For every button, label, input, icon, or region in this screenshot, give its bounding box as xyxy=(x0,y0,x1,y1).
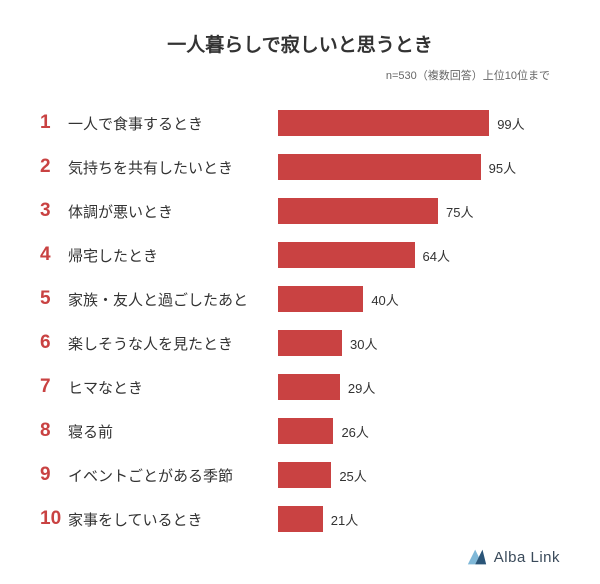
bar-area: 64人 xyxy=(278,242,560,268)
rank-number: 9 xyxy=(40,464,68,486)
bar xyxy=(278,242,415,268)
chart-row: 5家族・友人と過ごしたあと 40人 xyxy=(40,277,560,321)
row-label: 楽しそうな人を見たとき xyxy=(68,333,278,354)
bar xyxy=(278,506,323,532)
chart-row: 6楽しそうな人を見たとき 30人 xyxy=(40,321,560,365)
chart-row: 1一人で食事するとき 99人 xyxy=(40,101,560,145)
chart-row: 7ヒマなとき 29人 xyxy=(40,365,560,409)
bar-value: 99人 xyxy=(497,114,524,133)
bar-area: 95人 xyxy=(278,154,560,180)
bar-value: 40人 xyxy=(371,290,398,309)
bar xyxy=(278,198,438,224)
chart-row: 4帰宅したとき 64人 xyxy=(40,233,560,277)
bar-area: 30人 xyxy=(278,330,560,356)
rank-number: 6 xyxy=(40,332,68,354)
row-label: 気持ちを共有したいとき xyxy=(68,157,278,178)
rank-number: 7 xyxy=(40,376,68,398)
bar-area: 99人 xyxy=(278,110,560,136)
bar-value: 25人 xyxy=(339,466,366,485)
bar-value: 64人 xyxy=(423,246,450,265)
bar-value: 21人 xyxy=(331,510,358,529)
bar xyxy=(278,286,363,312)
row-label: ヒマなとき xyxy=(68,377,278,398)
bar xyxy=(278,374,340,400)
chart-subtitle: n=530（複数回答）上位10位まで xyxy=(40,67,560,83)
bar-value: 75人 xyxy=(446,202,473,221)
brand-name: Alba Link xyxy=(494,549,560,566)
rank-number: 8 xyxy=(40,420,68,442)
bar xyxy=(278,110,489,136)
bar xyxy=(278,330,342,356)
bar xyxy=(278,462,331,488)
rank-number: 1 xyxy=(40,112,68,134)
row-label: 体調が悪いとき xyxy=(68,201,278,222)
row-label: 一人で食事するとき xyxy=(68,113,278,134)
bar xyxy=(278,154,481,180)
chart-row: 10家事をしているとき 21人 xyxy=(40,497,560,541)
row-label: 家事をしているとき xyxy=(68,509,278,530)
bar-area: 21人 xyxy=(278,506,560,532)
bar-area: 26人 xyxy=(278,418,560,444)
chart-title: 一人暮らしで寂しいと思うとき xyxy=(40,30,560,57)
chart-row: 8寝る前 26人 xyxy=(40,409,560,453)
bar-area: 40人 xyxy=(278,286,560,312)
bar-value: 29人 xyxy=(348,378,375,397)
bar-area: 25人 xyxy=(278,462,560,488)
bar-value: 30人 xyxy=(350,334,377,353)
bar-area: 75人 xyxy=(278,198,560,224)
bar-area: 29人 xyxy=(278,374,560,400)
rank-number: 4 xyxy=(40,244,68,266)
rank-number: 3 xyxy=(40,200,68,222)
rank-number: 2 xyxy=(40,156,68,178)
row-label: 寝る前 xyxy=(68,421,278,442)
chart-row: 9イベントごとがある季節 25人 xyxy=(40,453,560,497)
rank-number: 5 xyxy=(40,288,68,310)
chart-row: 2気持ちを共有したいとき 95人 xyxy=(40,145,560,189)
chart-row: 3体調が悪いとき 75人 xyxy=(40,189,560,233)
bar-chart: 1一人で食事するとき 99人 2気持ちを共有したいとき 95人 3体調が悪いとき 75人 4… xyxy=(40,101,560,541)
row-label: 帰宅したとき xyxy=(68,245,278,266)
row-label: イベントごとがある季節 xyxy=(68,465,278,486)
rank-number: 10 xyxy=(40,508,68,530)
bar-value: 95人 xyxy=(489,158,516,177)
alba-link-logo-icon xyxy=(466,546,488,568)
bar xyxy=(278,418,333,444)
row-label: 家族・友人と過ごしたあと xyxy=(68,289,278,310)
footer-brand: Alba Link xyxy=(466,546,560,568)
bar-value: 26人 xyxy=(341,422,368,441)
